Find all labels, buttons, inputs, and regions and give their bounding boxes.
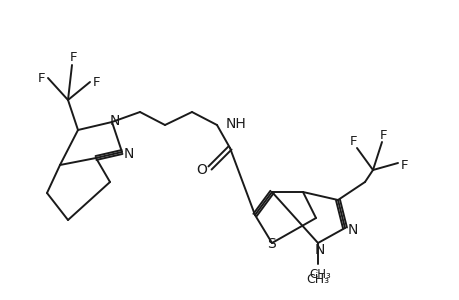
- Text: O: O: [196, 163, 207, 177]
- Text: CH₃: CH₃: [306, 273, 329, 286]
- Text: F: F: [380, 128, 387, 142]
- Text: S: S: [267, 237, 276, 251]
- Text: NH: NH: [225, 117, 246, 131]
- Text: N: N: [110, 114, 120, 128]
- Text: methyl: methyl: [315, 272, 320, 273]
- Text: F: F: [93, 76, 101, 88]
- Text: N: N: [314, 243, 325, 257]
- Text: F: F: [400, 158, 408, 172]
- Text: F: F: [349, 134, 357, 148]
- Text: N: N: [347, 223, 358, 237]
- Text: N: N: [123, 147, 134, 161]
- Text: CH₃: CH₃: [308, 268, 330, 281]
- Text: F: F: [38, 71, 45, 85]
- Text: F: F: [70, 50, 78, 64]
